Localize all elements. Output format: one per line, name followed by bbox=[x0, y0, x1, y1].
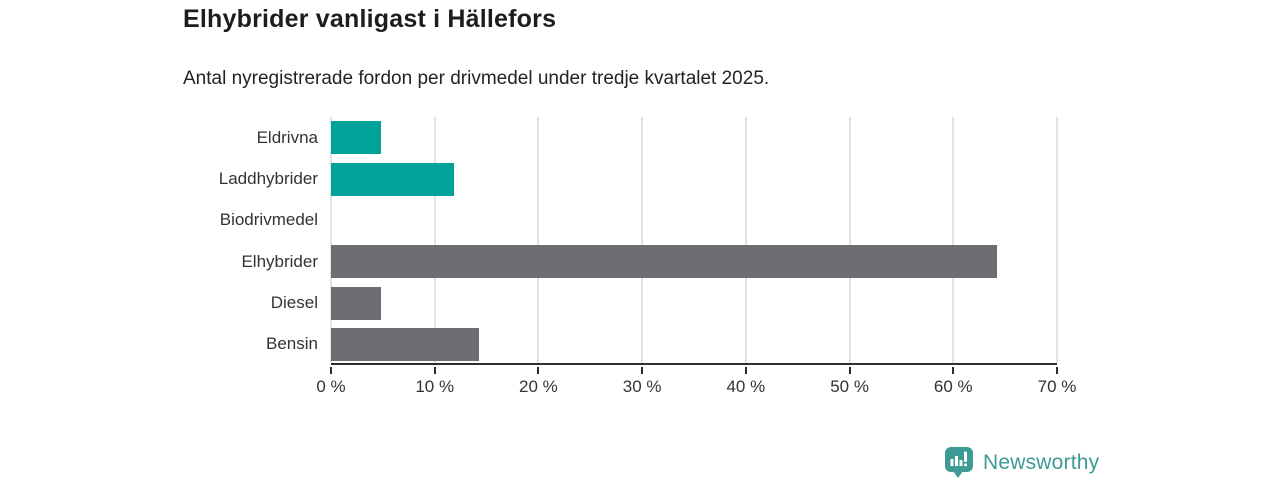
bar-bensin bbox=[331, 327, 480, 361]
x-tick-30 bbox=[641, 367, 644, 374]
category-label-eldrivna: Eldrivna bbox=[256, 127, 318, 147]
gridline-0 bbox=[330, 117, 332, 363]
x-tick-40 bbox=[744, 367, 747, 374]
category-label-diesel: Diesel bbox=[270, 293, 318, 312]
newsworthy-logo: Newsworthy bbox=[944, 446, 1099, 479]
x-tick-label-20: 20 % bbox=[519, 377, 558, 396]
chart-title: Elhybrider vanligast i Hällefors bbox=[183, 5, 557, 33]
bar-laddhybrider bbox=[331, 162, 455, 196]
gridline-60 bbox=[952, 117, 955, 363]
x-tick-label-50: 50 % bbox=[830, 377, 869, 396]
x-tick-70 bbox=[1056, 367, 1058, 374]
gridline-50 bbox=[848, 117, 851, 363]
plot-area bbox=[330, 117, 1058, 365]
category-label-elhybrider: Elhybrider bbox=[241, 251, 318, 271]
x-tick-label-70: 70 % bbox=[1037, 377, 1077, 396]
gridline-70 bbox=[1056, 117, 1058, 363]
chart-subtitle: Antal nyregistrerade fordon per drivmede… bbox=[183, 68, 770, 89]
x-tick-50 bbox=[848, 367, 851, 374]
x-tick-20 bbox=[537, 367, 540, 374]
category-label-biodrivmedel: Biodrivmedel bbox=[219, 210, 318, 230]
x-tick-label-30: 30 % bbox=[622, 377, 662, 396]
gridline-40 bbox=[744, 117, 747, 363]
x-tick-label-0: 0 % bbox=[316, 377, 346, 396]
x-tick-0 bbox=[330, 367, 332, 374]
x-tick-10 bbox=[433, 367, 436, 374]
x-tick-label-10: 10 % bbox=[415, 377, 455, 396]
category-label-laddhybrider: Laddhybrider bbox=[218, 169, 318, 188]
gridline-30 bbox=[641, 117, 644, 363]
x-tick-label-40: 40 % bbox=[726, 377, 766, 396]
x-tick-60 bbox=[952, 367, 955, 374]
category-label-bensin: Bensin bbox=[266, 334, 318, 354]
bar-diesel bbox=[331, 286, 381, 320]
gridline-10 bbox=[433, 117, 436, 363]
newsworthy-bar-chart-icon bbox=[945, 447, 973, 478]
bar-eldrivna bbox=[331, 121, 381, 155]
newsworthy-wordmark: Newsworthy bbox=[983, 450, 1100, 474]
gridline-20 bbox=[537, 117, 540, 363]
x-tick-label-60: 60 % bbox=[933, 377, 973, 396]
bar-elhybrider bbox=[331, 245, 997, 279]
